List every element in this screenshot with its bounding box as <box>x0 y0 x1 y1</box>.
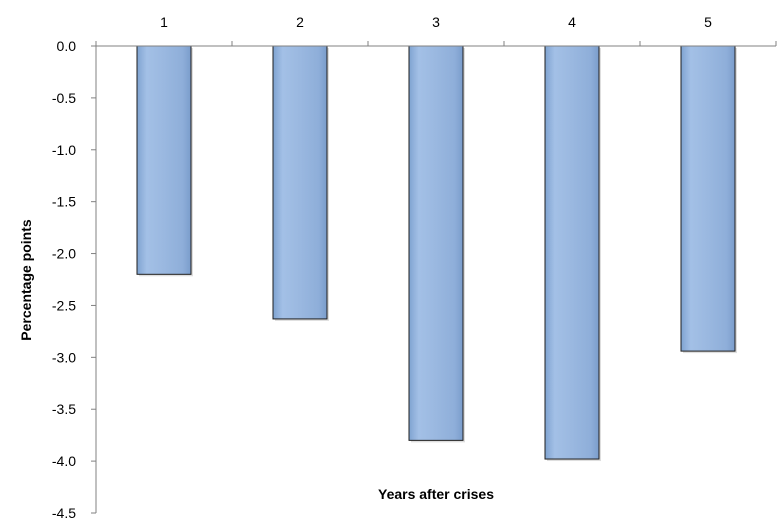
x-tick-label: 2 <box>296 14 304 30</box>
y-tick-label: -4.0 <box>52 453 76 469</box>
y-axis-title: Percentage points <box>18 219 34 341</box>
x-tick-label: 3 <box>432 14 440 30</box>
bars-layer <box>136 45 737 462</box>
y-tick-label: -3.0 <box>52 349 76 365</box>
bar-year-3 <box>408 45 464 441</box>
x-tick-label: 1 <box>160 14 168 30</box>
y-tick-label: -1.0 <box>52 142 76 158</box>
axes-layer <box>95 45 776 513</box>
y-tick-label: -1.5 <box>52 194 76 210</box>
y-tick-label: 0.0 <box>57 38 77 54</box>
y-tick-label: -2.5 <box>52 297 76 313</box>
bar-year-2 <box>272 45 328 320</box>
x-tick-label: 5 <box>704 14 712 30</box>
y-tick-label: -2.0 <box>52 246 76 262</box>
x-axis-title: Years after crises <box>378 486 494 502</box>
ticks-layer: 0.0 -0.5 -1.0 -1.5 -2.0 -2.5 -3.0 -3.5 -4.0 -4.5 1… <box>52 14 777 521</box>
x-tick-label: 4 <box>568 14 576 30</box>
bar-year-4 <box>544 45 600 460</box>
y-tick-label: -4.5 <box>52 505 76 521</box>
y-tick-label: -3.5 <box>52 401 76 417</box>
bar-year-5 <box>680 45 736 352</box>
y-tick-label: -0.5 <box>52 90 76 106</box>
bar-year-1 <box>136 45 192 275</box>
